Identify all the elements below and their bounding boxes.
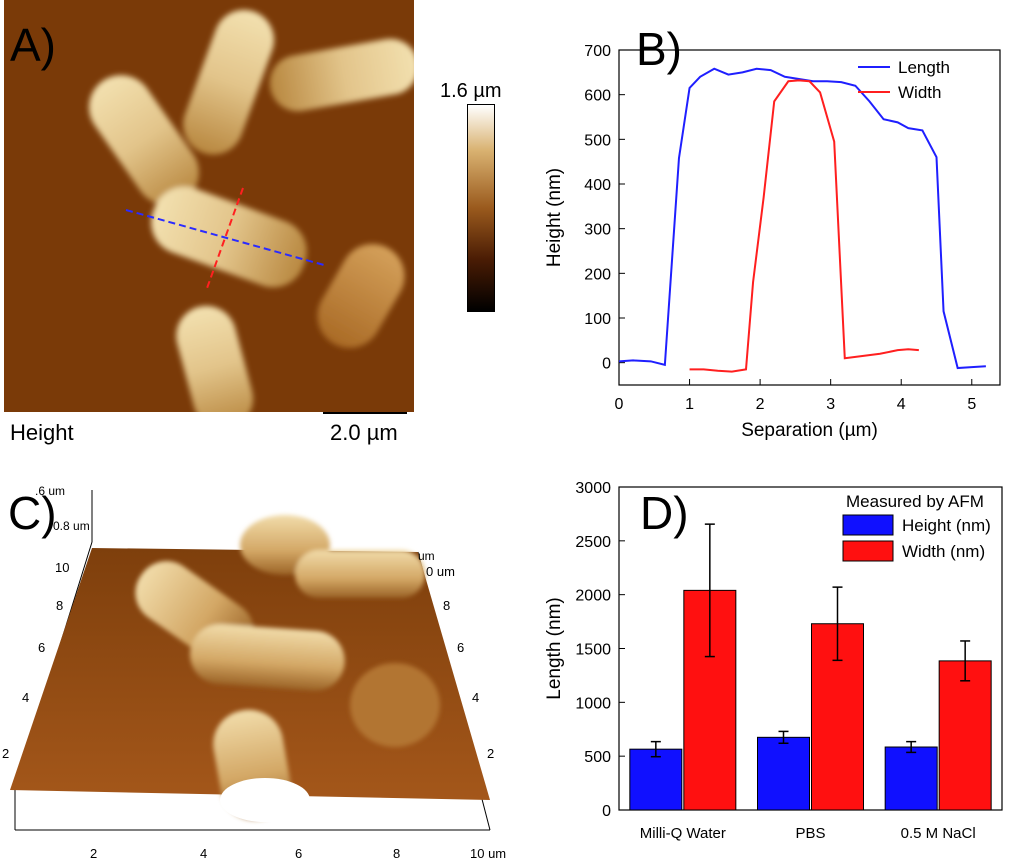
y-tick-label: 600: [584, 88, 611, 105]
length-profile-line: [125, 209, 325, 266]
y-tick-label: 2000: [575, 588, 611, 605]
series-line-length: [618, 67, 986, 370]
y-tick-label: 400: [584, 177, 611, 194]
right-axis-tick: 2: [487, 746, 494, 761]
x-tick-label: 3: [826, 396, 835, 413]
right-axis-tick: 6: [457, 640, 464, 655]
panel-c-label: C): [8, 487, 57, 539]
legend-label: Width (nm): [902, 542, 985, 561]
x-tick-label: 0: [615, 396, 624, 413]
legend-label: Height (nm): [902, 516, 991, 535]
legend-swatch: [842, 540, 894, 562]
y-tick-label: 2500: [575, 534, 611, 551]
x-tick-label: 5: [967, 396, 976, 413]
y-tick-label: 500: [584, 132, 611, 149]
afm-height-image: [4, 0, 414, 412]
left-axis-tick: 4: [22, 690, 29, 705]
y-tick-label: 1000: [575, 695, 611, 712]
x-tick-label: 2: [756, 396, 765, 413]
z-label: 0.8 um: [53, 519, 90, 533]
bacterium: [89, 75, 199, 205]
right-axis-tick: 4: [472, 690, 479, 705]
legend-label: Length: [898, 58, 950, 77]
bacterium: [176, 306, 254, 412]
bottom-axis-tick: 6: [295, 846, 302, 861]
bottom-axis-tick: 8: [393, 846, 400, 861]
plot-frame: [618, 49, 1001, 386]
bacterium-3d: [189, 624, 345, 691]
series-line-width: [689, 79, 919, 373]
y-tick-label: 3000: [575, 480, 611, 497]
bottom-axis-tick: 4: [200, 846, 207, 861]
x-category-label: PBS: [795, 825, 825, 842]
x-category-label: Milli-Q Water: [640, 825, 726, 842]
z-label: .6 um: [35, 484, 65, 498]
y-tick-label: 700: [584, 43, 611, 60]
x-category-label: 0.5 M NaCl: [901, 825, 976, 842]
x-axis-label: Separation (µm): [741, 420, 878, 440]
x-tick-label: 1: [685, 396, 694, 413]
y-axis-label: Height (nm): [544, 168, 565, 267]
afm-3d-surface: .6 um 0.8 um 10 8 6 4 2 um 0 um 8 6 4 2 …: [2, 484, 506, 861]
right-axis-tick: 8: [443, 598, 450, 613]
bar: [938, 660, 992, 811]
left-axis-tick: 2: [2, 746, 9, 761]
y-tick-label: 300: [584, 222, 611, 239]
y-axis-label: Length (nm): [544, 597, 565, 699]
scale-bar-label: 2.0 µm: [330, 420, 398, 445]
bacterium: [317, 244, 405, 348]
right-axis-tick: um: [418, 549, 435, 563]
bacterium: [269, 38, 414, 112]
y-tick-label: 200: [584, 266, 611, 283]
bottom-axis-tick: 10 um: [470, 846, 506, 861]
y-tick-label: 500: [584, 749, 611, 766]
left-axis-tick: 10: [55, 560, 69, 575]
colorbar: [467, 104, 495, 312]
width-profile-line: [205, 187, 244, 292]
bar: [757, 736, 810, 811]
length-bar-chart: 0 500 1000 1500 2000 2500 3000 Length (nm) Milli…: [544, 480, 1003, 842]
y-tick-label: 0: [602, 803, 611, 820]
bacterium-3d: [295, 550, 425, 598]
legend-label: Width: [898, 83, 941, 102]
x-tick-label: 4: [897, 396, 906, 413]
bar: [629, 748, 683, 811]
bacterium: [151, 186, 307, 288]
height-profile-chart: 0 100 200 300 400 500 600 700 0 1 2 3 4 5 Separation (…: [544, 43, 1001, 440]
colorbar-max-label: 1.6 µm: [440, 80, 502, 102]
channel-caption: Height: [10, 420, 74, 445]
right-axis-tick: 0 um: [426, 564, 455, 579]
bacterium: [183, 10, 274, 155]
left-axis-tick: 8: [56, 598, 63, 613]
left-axis-tick: 6: [38, 640, 45, 655]
y-tick-label: 1500: [575, 642, 611, 659]
bar: [884, 746, 938, 811]
bottom-axis-tick: 2: [90, 846, 97, 861]
panel-d-label: D): [640, 487, 689, 539]
bacterium-3d: [350, 663, 440, 747]
scale-bar: [323, 412, 407, 414]
y-tick-label: 0: [602, 356, 611, 373]
panel-a-label: A): [10, 19, 56, 71]
legend-swatch: [842, 514, 894, 536]
y-tick-label: 100: [584, 311, 611, 328]
panel-b-label: B): [636, 23, 682, 75]
legend-title: Measured by AFM: [846, 492, 984, 511]
